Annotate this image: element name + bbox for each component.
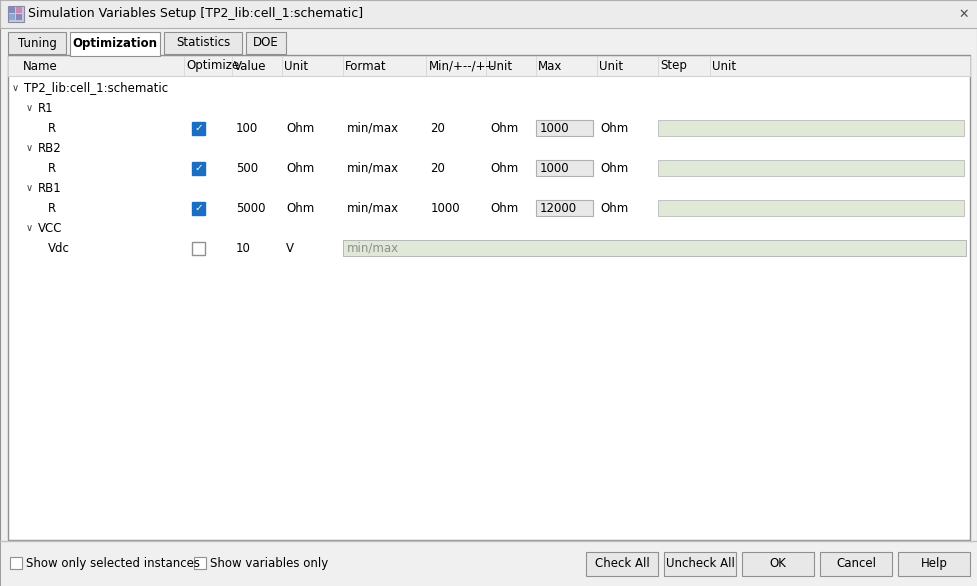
Text: R: R	[48, 162, 56, 175]
Bar	[535, 120, 592, 136]
Text: RB1: RB1	[38, 182, 62, 195]
Bar	[342, 240, 965, 256]
Text: Optimize: Optimize	[186, 60, 239, 73]
Bar	[191, 162, 205, 175]
Text: Cancel: Cancel	[835, 557, 875, 570]
Bar	[164, 32, 241, 54]
Bar	[897, 551, 969, 575]
Text: R: R	[48, 202, 56, 214]
Text: Ohm: Ohm	[286, 202, 314, 214]
Text: 500: 500	[235, 162, 258, 175]
Text: Check All: Check All	[594, 557, 649, 570]
Bar	[535, 160, 592, 176]
Text: 100: 100	[235, 121, 258, 135]
Text: Simulation Variables Setup [TP2_lib:cell_1:schematic]: Simulation Variables Setup [TP2_lib:cell…	[28, 8, 362, 21]
Bar	[819, 551, 891, 575]
Text: Show variables only: Show variables only	[210, 557, 328, 570]
Text: 10: 10	[235, 241, 251, 254]
Text: Unit: Unit	[711, 60, 736, 73]
Text: 20: 20	[430, 121, 445, 135]
Text: Help: Help	[919, 557, 947, 570]
Bar	[658, 160, 963, 176]
Bar	[191, 241, 205, 254]
Text: 5000: 5000	[235, 202, 266, 214]
Bar	[8, 32, 65, 54]
Text: ✓: ✓	[194, 163, 202, 173]
Text: ∨: ∨	[26, 143, 33, 153]
Text: Name: Name	[22, 60, 58, 73]
Text: Ohm: Ohm	[286, 162, 314, 175]
Text: Format: Format	[345, 60, 386, 73]
Text: 12000: 12000	[539, 202, 576, 214]
Bar	[8, 56, 969, 76]
Text: 1000: 1000	[430, 202, 459, 214]
Text: Vdc: Vdc	[48, 241, 69, 254]
Bar	[191, 202, 205, 214]
Text: Max: Max	[537, 60, 562, 73]
Text: Ohm: Ohm	[489, 202, 518, 214]
Text: Step: Step	[659, 60, 687, 73]
Text: ✓: ✓	[194, 203, 202, 213]
Bar	[0, 541, 977, 586]
Bar	[0, 0, 977, 28]
Bar	[70, 32, 160, 56]
Text: Tuning: Tuning	[18, 36, 57, 49]
Bar	[10, 557, 21, 569]
Text: min/max: min/max	[347, 162, 399, 175]
Text: Uncheck All: Uncheck All	[665, 557, 734, 570]
Text: 20: 20	[430, 162, 445, 175]
Bar	[16, 14, 21, 20]
Text: ∨: ∨	[12, 83, 20, 93]
Text: Ohm: Ohm	[600, 121, 628, 135]
Bar	[9, 14, 15, 20]
Text: VCC: VCC	[38, 222, 63, 234]
Bar	[8, 55, 969, 540]
Text: Ohm: Ohm	[489, 121, 518, 135]
Text: 1000: 1000	[539, 121, 570, 135]
Text: Statistics: Statistics	[176, 36, 230, 49]
Text: ✕: ✕	[957, 8, 968, 21]
Bar	[535, 200, 592, 216]
Text: RB2: RB2	[38, 141, 62, 155]
Text: 1000: 1000	[539, 162, 570, 175]
Text: Unit: Unit	[488, 60, 512, 73]
Bar	[246, 32, 285, 54]
Text: min/max: min/max	[347, 241, 399, 254]
Text: ∨: ∨	[26, 183, 33, 193]
Text: R: R	[48, 121, 56, 135]
Text: Unit: Unit	[598, 60, 622, 73]
Bar	[8, 6, 24, 22]
Bar	[16, 7, 21, 13]
Text: ∨: ∨	[26, 103, 33, 113]
Text: Min/+--/+--: Min/+--/+--	[428, 60, 494, 73]
Bar	[658, 200, 963, 216]
Bar	[191, 121, 205, 135]
Text: TP2_lib:cell_1:schematic: TP2_lib:cell_1:schematic	[24, 81, 168, 94]
Text: min/max: min/max	[347, 202, 399, 214]
Text: ✓: ✓	[194, 123, 202, 133]
Text: DOE: DOE	[253, 36, 278, 49]
Text: Value: Value	[234, 60, 267, 73]
Bar	[742, 551, 813, 575]
Text: Ohm: Ohm	[489, 162, 518, 175]
Text: R1: R1	[38, 101, 54, 114]
Text: Ohm: Ohm	[600, 202, 628, 214]
Text: Show only selected instances: Show only selected instances	[26, 557, 199, 570]
Bar	[585, 551, 658, 575]
Text: V: V	[286, 241, 294, 254]
Text: OK: OK	[769, 557, 786, 570]
Bar	[193, 557, 206, 569]
Text: min/max: min/max	[347, 121, 399, 135]
Bar	[663, 551, 736, 575]
Text: Unit: Unit	[284, 60, 308, 73]
Bar	[658, 120, 963, 136]
Bar	[9, 7, 15, 13]
Text: Ohm: Ohm	[286, 121, 314, 135]
Text: Optimization: Optimization	[72, 36, 157, 49]
Text: ∨: ∨	[26, 223, 33, 233]
Text: Ohm: Ohm	[600, 162, 628, 175]
